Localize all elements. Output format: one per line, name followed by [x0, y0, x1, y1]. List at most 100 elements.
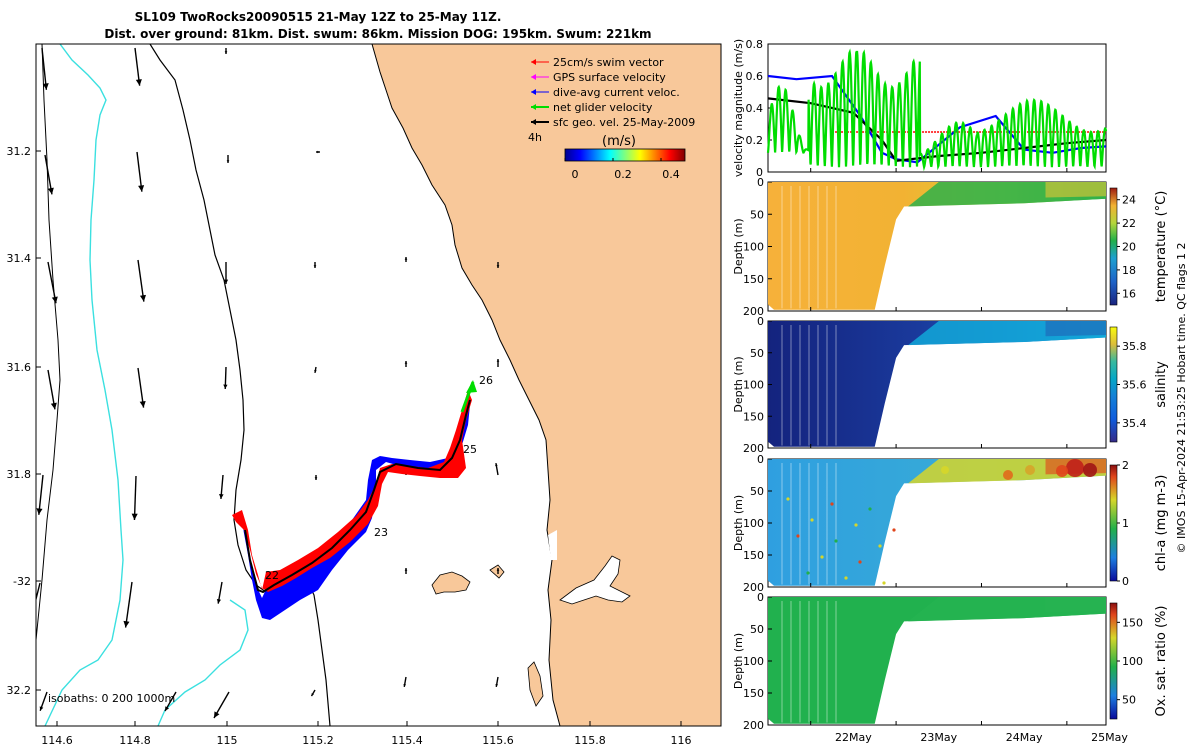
velocity-arrowhead: [131, 513, 138, 520]
velocity-arrowhead: [39, 706, 44, 711]
depth-tick-label: 150: [743, 273, 764, 286]
glider-track-group: 26 25 23 22: [232, 374, 493, 620]
velocity-ylabel: velocity magnitude (m/s): [732, 39, 745, 177]
chl-sample-dot: [878, 544, 882, 548]
depth-tick-label: 0: [757, 315, 764, 328]
legend-black-arrow-head: [531, 119, 536, 125]
velocity-arrowhead: [311, 693, 314, 697]
velocity-arrow: [137, 259, 145, 302]
chl-sample-dot: [810, 518, 814, 522]
salinity-depth-label: Depth (m): [732, 356, 745, 412]
depth-tick-label: 200: [743, 305, 764, 318]
map-y-tick-label: 32.2: [7, 684, 32, 697]
velocity-arrowhead: [403, 683, 407, 687]
velocity-y-tick-label: 0.8: [746, 38, 764, 51]
geostrophic-velocity-field: [36, 47, 500, 719]
colorbar-tick-label: 150: [1122, 616, 1143, 629]
depth-tick-label: 100: [743, 655, 764, 668]
chl-sample-dot: [786, 497, 790, 501]
velocity-arrowhead: [223, 279, 229, 284]
legend-red-arrow-head: [531, 59, 536, 65]
oxygen-colorbar-label: Ox. sat. ratio (%): [1154, 606, 1169, 717]
map-x-tick-label: 115: [217, 734, 238, 747]
velocity-arrowhead: [42, 83, 49, 90]
depth-tick-label: 0: [757, 453, 764, 466]
oxygen-data-field: [768, 597, 1106, 724]
speed-colorbar: [564, 148, 686, 162]
map-x-tick-label: 115.6: [482, 734, 514, 747]
time-tick-label: 25May: [1091, 731, 1128, 744]
velocity-arrowhead: [495, 463, 498, 467]
chl-sample-dot: [854, 523, 858, 527]
velocity-y-tick-label: 0.4: [746, 102, 764, 115]
day-label-22: 22: [265, 569, 279, 582]
velocity-arrowhead: [404, 568, 408, 571]
velocity-arrow: [41, 47, 48, 90]
island: [431, 571, 471, 595]
chl-sample-dot: [882, 581, 886, 585]
ocean-detail: [548, 530, 557, 560]
map-frame: [35, 43, 722, 727]
chl-maximum-patch: [941, 466, 949, 474]
velocity-arrow: [44, 154, 53, 195]
map-x-tick-label: 115.2: [302, 734, 334, 747]
colorbar-tick-label: 35.6: [1122, 379, 1147, 392]
velocity-arrowhead: [495, 683, 499, 687]
map-y-tick-label: 31.6: [7, 361, 32, 374]
depth-tick-label: 150: [743, 687, 764, 700]
chl-sample-dot: [868, 507, 872, 511]
map-y-tick-label: 31.8: [7, 468, 32, 481]
oxygen-colorbar: [1109, 602, 1118, 720]
depth-tick-label: 200: [743, 581, 764, 594]
swim-vector-band: [232, 390, 472, 592]
velocity-arrowhead: [47, 187, 54, 195]
map-y-tick-label: 31.4: [7, 252, 32, 265]
velocity-arrow: [136, 151, 143, 192]
oxygen-depth-label: Depth (m): [732, 633, 745, 689]
map-x-tick-label: 115.4: [391, 734, 423, 747]
legend-label: sfc geo. vel. 25-May-2009: [553, 116, 695, 129]
map-y-axis: 31.2 31.4 31.6 31.8 -32 32.2: [7, 145, 41, 697]
time-tick-label: 22May: [835, 731, 872, 744]
velocity-arrow: [137, 367, 145, 408]
map-legend: 25cm/s swim vector GPS surface velocity di…: [528, 56, 695, 181]
map-x-tick-label: 114.8: [119, 734, 151, 747]
time-tick-label: 24May: [1006, 731, 1043, 744]
land-mass: [371, 44, 721, 726]
isobath-200m: [36, 44, 61, 641]
map-x-tick-label: 115.8: [574, 734, 606, 747]
chl-maximum-patch: [1066, 459, 1084, 477]
depth-tick-label: 0: [757, 176, 764, 189]
velocity-y-tick-label: 0: [756, 166, 763, 179]
net-velocity-series: [766, 48, 1108, 172]
map-x-axis: 114.6 114.8 115 115.2 115.4 115.6 115.8 116: [41, 721, 692, 747]
chl-sample-dot: [820, 555, 824, 559]
salinity-colorbar: [1109, 326, 1118, 443]
velocity-panel: 0 0.2 0.4 0.6 0.8 velocity magnitude (m/s): [732, 38, 1108, 179]
colorbar-tick-label: 22: [1122, 217, 1136, 230]
velocity-arrow: [133, 475, 137, 520]
scale-label: 4h: [528, 131, 542, 144]
velocity-arrow: [47, 369, 56, 410]
colorbar-tick-label: 0: [1122, 575, 1129, 588]
island-south: [527, 661, 544, 707]
depth-tick-label: 0: [757, 591, 764, 604]
day-label-23: 23: [374, 526, 388, 539]
velocity-arrow: [134, 47, 141, 86]
chl-maximum-patch: [1003, 470, 1013, 480]
velocity-arrowhead: [496, 568, 500, 571]
legend-green-arrow-head: [531, 104, 536, 110]
velocity-arrowhead: [135, 79, 142, 86]
velocity-arrowhead: [496, 265, 500, 268]
isobath-note: isobaths: 0 200 1000m: [48, 692, 175, 705]
legend-label: net glider velocity: [553, 101, 653, 114]
depth-tick-label: 100: [743, 517, 764, 530]
figure-title-line1: SL109 TwoRocks20090515 21-May 12Z to 25-…: [135, 10, 502, 24]
island-small: [489, 564, 505, 579]
chl-sample-dot: [844, 576, 848, 580]
figure-title-line2: Dist. over ground: 81km. Dist. swum: 86k…: [104, 27, 651, 41]
colorbar-tick-label: 16: [1122, 287, 1136, 300]
depth-tick-label: 150: [743, 549, 764, 562]
velocity-arrow: [36, 582, 41, 602]
